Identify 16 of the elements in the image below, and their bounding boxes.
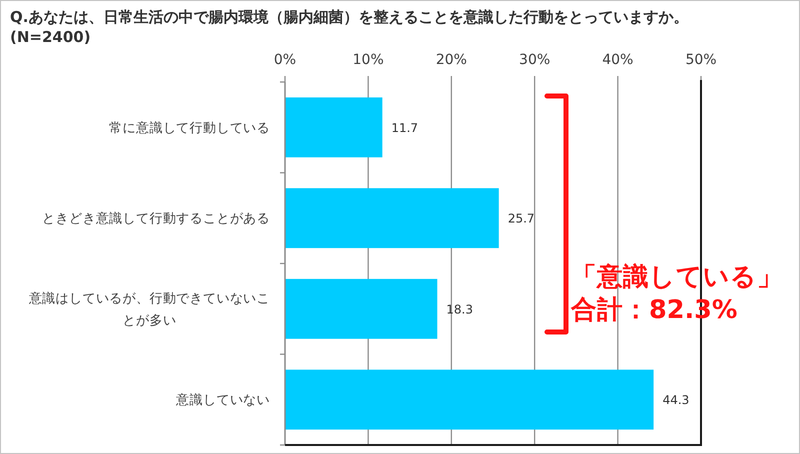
data-label: 44.3 (662, 393, 690, 408)
tick-label: 10% (352, 52, 384, 68)
tick-label: 20% (436, 52, 467, 68)
category-label: 意識していない (176, 393, 270, 408)
category-label: 意識はしているが、行動できていないことが多い (28, 291, 270, 328)
category-label: ときどき意識して行動することがある (42, 212, 270, 227)
tick-label: 50% (685, 52, 717, 68)
title: Q.あなたは、日常生活の中で腸内環境（腸内細菌）を整えることを意識した行動をとっていますか。 (10, 8, 688, 26)
category-label: 常に意識して行動している (109, 120, 270, 136)
tick-label: 40% (602, 52, 634, 68)
subtitle: (N=2400) (10, 28, 91, 46)
annotation: 「意識している」 (571, 262, 783, 292)
data-label: 11.7 (391, 120, 418, 135)
tick-label: 0% (274, 52, 296, 68)
tick-label: 30% (519, 52, 550, 68)
data-label: 25.7 (508, 212, 535, 226)
